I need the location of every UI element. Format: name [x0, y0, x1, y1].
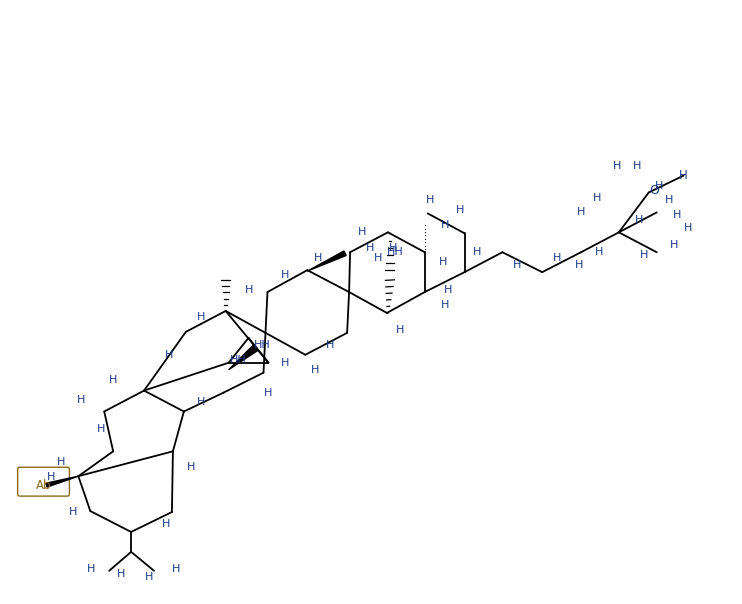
Text: H: H: [326, 340, 335, 350]
Text: H: H: [374, 253, 382, 263]
Text: H: H: [314, 253, 323, 263]
Text: Ab: Ab: [36, 478, 51, 492]
FancyBboxPatch shape: [18, 467, 70, 496]
Text: H: H: [281, 358, 289, 368]
Polygon shape: [46, 476, 79, 487]
Text: H: H: [395, 325, 404, 335]
Text: H: H: [575, 260, 583, 270]
Text: H: H: [197, 312, 205, 322]
Text: H: H: [684, 223, 693, 233]
Text: H: H: [57, 457, 65, 467]
Text: O: O: [649, 184, 659, 197]
Polygon shape: [307, 251, 347, 271]
Text: H: H: [444, 285, 452, 295]
Text: H: H: [672, 210, 680, 220]
Text: H: H: [187, 462, 195, 472]
Text: H: H: [426, 196, 434, 205]
Text: H: H: [311, 365, 320, 374]
Text: H: H: [162, 519, 170, 529]
Text: H: H: [439, 257, 447, 267]
Text: HH: HH: [387, 247, 403, 257]
Text: H: H: [87, 564, 96, 574]
Text: H: H: [577, 207, 585, 217]
Text: H: H: [634, 216, 643, 225]
Text: H: H: [613, 161, 621, 171]
Polygon shape: [229, 345, 257, 370]
Text: H: H: [389, 243, 397, 253]
Text: H: H: [165, 350, 173, 360]
Text: H: H: [171, 564, 180, 574]
Text: H: H: [109, 374, 117, 385]
Text: H: H: [69, 507, 78, 517]
Text: H: H: [595, 247, 603, 257]
Text: H: H: [640, 250, 648, 260]
Text: H: H: [145, 572, 153, 582]
Text: H: H: [358, 227, 367, 237]
Text: H: H: [664, 196, 673, 205]
Text: HH: HH: [230, 355, 247, 365]
Text: H: H: [47, 472, 56, 482]
Text: H: H: [473, 247, 482, 257]
Text: H: H: [366, 243, 374, 253]
Text: H: H: [281, 270, 289, 280]
Text: H: H: [633, 161, 641, 171]
Text: H: H: [654, 181, 663, 190]
Text: H: H: [197, 397, 205, 406]
Text: H: H: [441, 220, 449, 230]
Text: H: H: [264, 388, 272, 397]
Text: H: H: [679, 169, 688, 182]
Text: H: H: [456, 205, 464, 216]
Text: H: H: [117, 569, 125, 579]
Text: HH: HH: [254, 340, 271, 350]
Text: H: H: [593, 193, 601, 204]
Text: H: H: [553, 253, 562, 263]
Text: H: H: [244, 285, 253, 295]
Text: H: H: [97, 425, 105, 434]
Text: H: H: [441, 300, 449, 310]
Text: H: H: [77, 394, 85, 405]
Text: H: H: [669, 240, 677, 250]
Text: H: H: [513, 260, 522, 270]
